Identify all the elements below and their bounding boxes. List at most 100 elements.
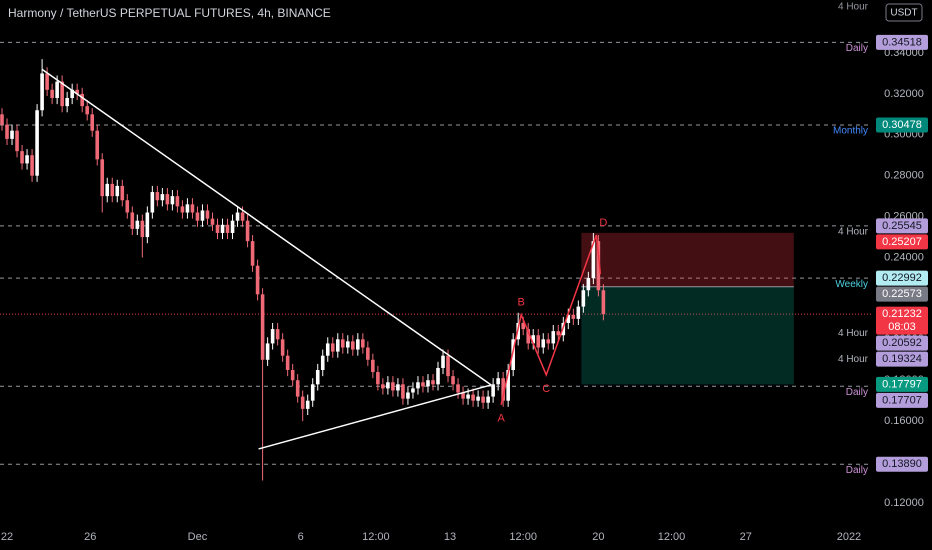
level-name: 4 Hour bbox=[838, 354, 869, 365]
candle-body bbox=[280, 339, 285, 356]
candle-body bbox=[150, 192, 155, 213]
price-tag-label: 0.19324 bbox=[882, 353, 922, 365]
candle-body bbox=[105, 183, 110, 197]
candle-body bbox=[215, 224, 220, 233]
candle-body bbox=[471, 394, 475, 401]
candle-body bbox=[40, 73, 44, 111]
price-tag bbox=[876, 456, 928, 472]
candle-body bbox=[511, 339, 515, 371]
x-tick-label: 2022 bbox=[837, 531, 861, 543]
candle-body bbox=[481, 396, 485, 403]
x-tick-label: 12:00 bbox=[658, 531, 686, 543]
x-tick-label: 12:00 bbox=[509, 531, 537, 543]
candle-body bbox=[421, 382, 425, 387]
candle-body bbox=[466, 394, 470, 399]
price-tag bbox=[876, 376, 928, 392]
candle-body bbox=[581, 290, 586, 307]
candle-body bbox=[330, 343, 335, 352]
level-name: 4 Hour bbox=[838, 227, 869, 238]
candle-body bbox=[265, 343, 270, 360]
candle-body bbox=[50, 89, 54, 98]
candle-body bbox=[491, 384, 495, 397]
candle-body bbox=[45, 73, 49, 90]
price-tag-label: 0.22573 bbox=[882, 288, 922, 300]
candle-body bbox=[521, 322, 525, 330]
candle-body bbox=[25, 155, 29, 164]
price-tag bbox=[876, 306, 928, 335]
currency[interactable]: USDT bbox=[890, 8, 917, 19]
candle-body bbox=[401, 384, 405, 399]
candle-body bbox=[190, 204, 195, 213]
candle-body bbox=[195, 212, 200, 221]
candle-body bbox=[115, 185, 120, 197]
level-name: Daily bbox=[846, 43, 868, 54]
candle-body bbox=[155, 192, 160, 201]
candle-body bbox=[185, 204, 190, 213]
price-tag-label: 0.17797 bbox=[882, 378, 922, 390]
candle-body bbox=[135, 220, 140, 229]
candle-body bbox=[235, 212, 240, 221]
candle-body bbox=[371, 359, 375, 373]
candle-body bbox=[315, 370, 320, 385]
price-tag-label: 0.13890 bbox=[882, 458, 922, 470]
candle-body bbox=[120, 185, 125, 201]
x-tick-label: 13 bbox=[444, 531, 456, 543]
level-name: Daily bbox=[846, 387, 868, 398]
y-tick-label: 0.32000 bbox=[884, 88, 924, 100]
chart-title: Harmony / TetherUS PERPETUAL FUTURES, 4h… bbox=[8, 6, 331, 20]
candle-body bbox=[200, 210, 205, 221]
price-tag bbox=[876, 270, 928, 286]
y-tick-label: 0.24000 bbox=[884, 251, 924, 263]
x-tick-label: 20 bbox=[592, 531, 604, 543]
candle-body bbox=[55, 81, 59, 98]
y-tick-label: 0.16000 bbox=[884, 415, 924, 427]
candle-body bbox=[426, 380, 430, 387]
candle-body bbox=[85, 106, 89, 115]
pattern-label: C bbox=[542, 383, 550, 395]
position bbox=[581, 232, 794, 385]
candle-body bbox=[320, 355, 325, 371]
candle-body bbox=[576, 306, 581, 319]
candle-body bbox=[376, 372, 380, 385]
candle-body bbox=[591, 241, 596, 278]
candle-body bbox=[30, 155, 34, 176]
level-name: Weekly bbox=[835, 279, 868, 290]
candle-body bbox=[160, 194, 165, 201]
price-tag-label: 0.25545 bbox=[882, 220, 922, 232]
candle-body bbox=[566, 314, 571, 323]
candle-body bbox=[175, 196, 180, 207]
candle-body bbox=[90, 114, 95, 131]
candle-body bbox=[295, 380, 300, 397]
level-name: 4 Hour bbox=[838, 328, 869, 339]
candle-body bbox=[290, 370, 295, 381]
candle-body bbox=[506, 370, 510, 401]
candle-body bbox=[451, 376, 455, 385]
candle-body bbox=[170, 196, 175, 205]
price-tag-label: 0.22992 bbox=[882, 272, 922, 284]
y-tick-label: 0.34000 bbox=[884, 47, 924, 59]
candle-body bbox=[586, 277, 591, 291]
candle-body bbox=[356, 339, 360, 350]
candle-body bbox=[210, 218, 215, 225]
plot: A B C D bbox=[0, 59, 607, 481]
candle-body bbox=[255, 265, 260, 295]
candle-body bbox=[80, 93, 84, 107]
candle-body bbox=[310, 384, 315, 401]
price-tag-label: 0.30478 bbox=[882, 119, 922, 131]
candle-body bbox=[75, 89, 79, 94]
currency-box[interactable] bbox=[885, 3, 923, 22]
level-name: Daily bbox=[846, 465, 868, 476]
candle-body bbox=[461, 392, 465, 399]
price-tag-label: 0.21232 bbox=[882, 308, 922, 320]
candle-body bbox=[205, 210, 210, 219]
trendline bbox=[41, 68, 492, 386]
levels: 4 Hour Daily Monthly 4 Hour Weekly 4 Hour 4 Ho… bbox=[0, 1, 872, 476]
price-tags: 0.34518 0.30478 0.25545 0.25207 0.22992 0.225… bbox=[876, 34, 928, 472]
x-tick-label: 27 bbox=[740, 531, 752, 543]
candle-body bbox=[325, 343, 330, 356]
candle-body bbox=[496, 378, 500, 385]
candle-body bbox=[546, 339, 551, 344]
price-tag bbox=[876, 218, 928, 234]
